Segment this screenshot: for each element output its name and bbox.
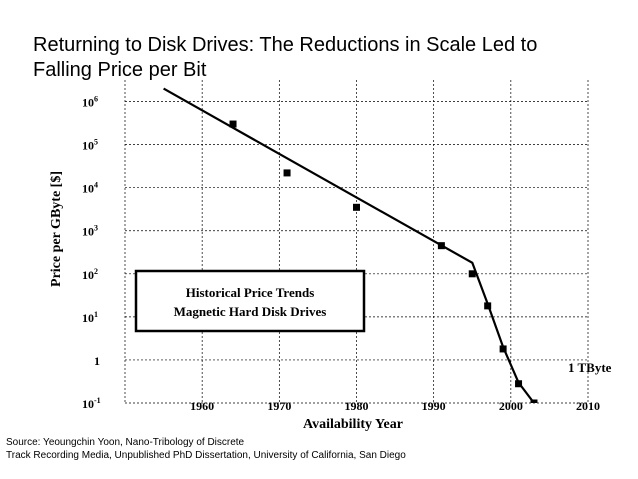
source-line1: Source: Yeoungchin Yoon, Nano-Tribology … — [6, 437, 245, 448]
grid — [124, 80, 589, 404]
data-point-marker — [515, 380, 523, 388]
x-tick-label: 2010 — [576, 399, 600, 413]
source-citation: Source: Yeoungchin Yoon, Nano-Tribology … — [6, 436, 406, 462]
data-point-marker — [561, 419, 568, 426]
y-tick-label: 103 — [82, 224, 98, 239]
data-point-marker — [484, 302, 492, 310]
data-point-marker — [353, 203, 360, 211]
y-tick-label: 102 — [82, 267, 98, 282]
x-tick-label: 1960 — [190, 399, 214, 413]
slide-title: Returning to Disk Drives: The Reductions… — [33, 33, 623, 83]
y-tick-label: 1 — [94, 354, 100, 368]
y-tick-label: 106 — [82, 95, 98, 110]
data-point-marker — [499, 345, 507, 353]
annotation-1-tbyte: 1 TByte — [568, 360, 612, 375]
data-point-marker — [468, 270, 476, 278]
x-tick-label: 2000 — [499, 399, 523, 413]
x-axis-label: Availability Year — [303, 417, 403, 432]
slide-title-line2: Falling Price per Bit — [33, 59, 207, 81]
data-point-marker — [530, 399, 538, 403]
x-tick-label: 1980 — [345, 399, 369, 413]
x-tick-labels: 1960 1970 1980 1990 2000 2010 — [190, 399, 600, 413]
y-tick-label: 10-1 — [82, 396, 101, 411]
y-tick-label: 104 — [82, 181, 98, 196]
legend-line1: Historical Price Trends — [186, 285, 315, 300]
data-point-marker — [554, 412, 561, 419]
slide-title-line1: Returning to Disk Drives: The Reductions… — [33, 34, 538, 56]
legend-box: Historical Price Trends Magnetic Hard Di… — [134, 269, 366, 333]
data-point-marker — [283, 169, 291, 177]
legend-box-frame — [134, 269, 366, 333]
x-tick-label: 1970 — [267, 399, 291, 413]
data-point-marker — [229, 120, 237, 128]
y-tick-label: 105 — [82, 138, 98, 153]
y-axis-label: Price per GByte [$] — [49, 171, 64, 287]
price-series — [163, 87, 568, 426]
x-tick-label: 1990 — [422, 399, 446, 413]
legend-line2: Magnetic Hard Disk Drives — [174, 304, 327, 319]
source-line2: Track Recording Media, Unpublished PhD D… — [6, 450, 406, 461]
data-point-marker — [437, 242, 445, 250]
trend-line — [163, 87, 536, 403]
y-tick-label: 101 — [82, 310, 98, 325]
y-tick-labels: 106 105 104 103 102 101 1 10-1 — [82, 95, 101, 411]
